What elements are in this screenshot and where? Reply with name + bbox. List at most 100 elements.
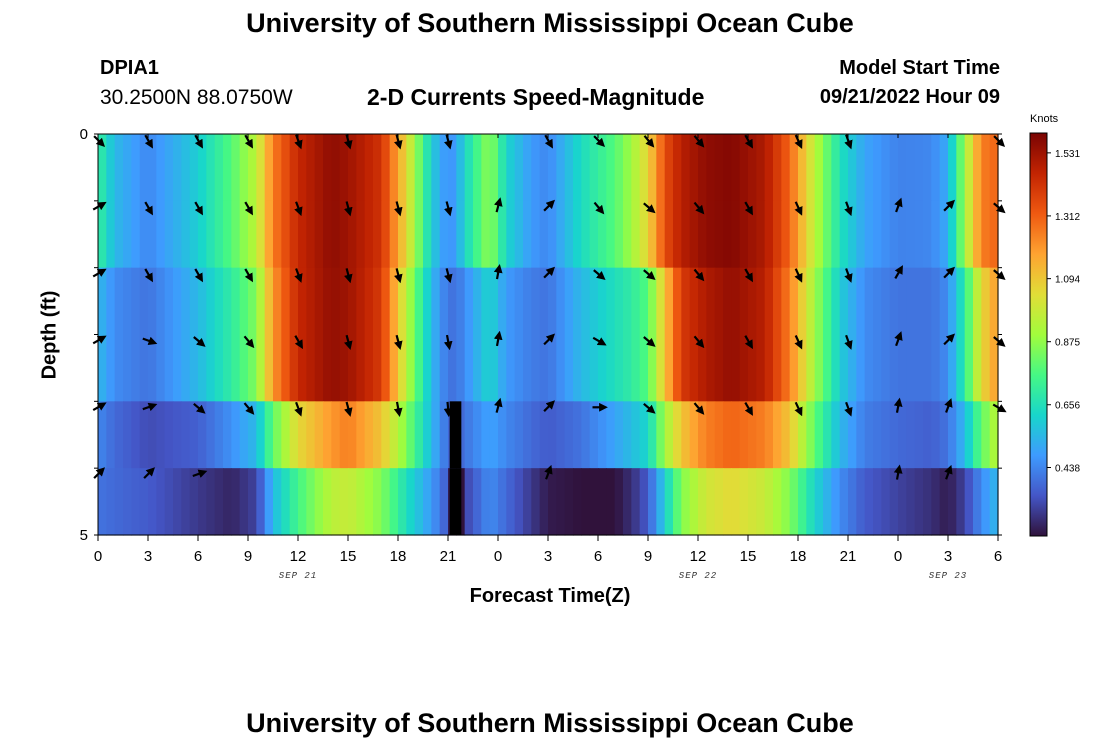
heatmap-cell <box>198 134 207 202</box>
heatmap-cell <box>473 267 482 336</box>
current-vector-arrow <box>944 464 953 480</box>
heatmap-cell <box>189 134 199 202</box>
heatmap-cell <box>956 134 966 202</box>
heatmap-cell <box>131 468 141 536</box>
heatmap-cell <box>548 401 557 469</box>
heatmap-cell <box>589 334 599 402</box>
heatmap-cell <box>798 468 807 536</box>
heatmap-cell <box>948 334 957 402</box>
heatmap-cell <box>881 468 891 536</box>
colorbar-tick-label: 0.656 <box>1055 401 1080 412</box>
heatmap-cell <box>531 468 541 536</box>
heatmap-cell <box>923 334 932 402</box>
chart-subtitle: 2-D Currents Speed-Magnitude <box>367 84 705 110</box>
current-vector-arrow <box>844 401 853 417</box>
heatmap-cell <box>331 334 341 402</box>
heatmap-cell <box>156 134 166 202</box>
heatmap-cell <box>839 468 849 536</box>
heatmap-cell <box>931 267 941 336</box>
current-vector-arrow <box>142 336 158 346</box>
x-tick-label: 3 <box>944 548 952 565</box>
heatmap-cell <box>556 401 566 469</box>
heatmap-cell <box>823 200 832 269</box>
heatmap-cell <box>598 200 607 269</box>
heatmap-cell <box>581 468 591 536</box>
current-vector-arrow <box>592 336 607 346</box>
heatmap-cell <box>248 267 257 336</box>
heatmap-cell <box>598 468 607 536</box>
date-label: SEP 23 <box>929 571 967 581</box>
heatmap-cell <box>889 334 899 402</box>
current-vector-arrow <box>744 268 754 283</box>
colorbar-tick-label: 0.875 <box>1055 338 1080 349</box>
heatmap-cell <box>423 334 432 402</box>
heatmap-cell <box>331 401 341 469</box>
heatmap-cell <box>564 134 574 202</box>
heatmap-cell <box>323 334 332 402</box>
heatmap-cell <box>864 401 874 469</box>
heatmap-cell <box>973 267 982 336</box>
heatmap-cell <box>248 401 257 469</box>
current-vector-arrow <box>593 201 605 215</box>
heatmap-cell <box>298 468 307 536</box>
heatmap-cell <box>198 334 207 402</box>
heatmap-cell <box>364 401 374 469</box>
heatmap-cell <box>556 267 566 336</box>
heatmap-cell <box>539 267 549 336</box>
heatmap-cell <box>473 401 482 469</box>
heatmap-cell <box>114 468 124 536</box>
heatmap-cell <box>548 267 557 336</box>
heatmap-cell <box>523 134 532 202</box>
heatmap-cell <box>648 468 657 536</box>
x-tick-label: 6 <box>194 548 202 565</box>
current-vector-arrow <box>344 201 353 217</box>
heatmap-cell <box>231 468 241 536</box>
heatmap-cell <box>398 468 407 536</box>
heatmap-cell <box>414 267 424 336</box>
heatmap-cell <box>123 134 132 202</box>
current-vector-arrow <box>643 135 655 148</box>
heatmap-cell <box>773 267 782 336</box>
heatmap-cell <box>464 200 474 269</box>
heatmap-cell <box>964 134 974 202</box>
heatmap-cell <box>931 200 941 269</box>
heatmap-cell <box>648 134 657 202</box>
heatmap-cell <box>398 401 407 469</box>
heatmap-cell <box>239 200 249 269</box>
heatmap-cell <box>581 200 591 269</box>
heatmap-cell <box>173 134 182 202</box>
heatmap-cell <box>331 267 341 336</box>
heatmap-cell <box>823 267 832 336</box>
current-vector-arrow <box>344 268 353 284</box>
x-tick-label: 6 <box>994 548 1002 565</box>
heatmap-cell <box>889 267 899 336</box>
heatmap-cell <box>831 200 841 269</box>
heatmap-cell <box>139 334 149 402</box>
current-vector-arrow <box>444 268 453 284</box>
heatmap-cell <box>273 334 282 402</box>
x-tick-label: 18 <box>790 548 807 565</box>
heatmap-cell <box>98 334 107 402</box>
current-vector-arrow <box>844 334 853 350</box>
heatmap-cell <box>689 200 699 269</box>
current-vector-arrow <box>144 268 154 283</box>
heatmap-cell <box>523 401 532 469</box>
heatmap-cell <box>964 468 974 536</box>
heatmap-cell <box>856 468 866 536</box>
colorbar <box>1029 132 1048 537</box>
heatmap-cell <box>414 334 424 402</box>
heatmap-cell <box>289 401 299 469</box>
x-tick-label: 12 <box>690 548 707 565</box>
heatmap-cell <box>856 200 866 269</box>
heatmap-cell <box>464 134 474 202</box>
heatmap-cell <box>523 468 532 536</box>
heatmap-cell <box>389 267 399 336</box>
heatmap-cell <box>539 401 549 469</box>
heatmap-cell <box>406 468 416 536</box>
current-vector-arrow <box>844 134 853 150</box>
heatmap-cell <box>431 134 441 202</box>
heatmap-cell <box>981 267 991 336</box>
heatmap-cell <box>564 334 574 402</box>
heatmap-cell <box>148 468 157 536</box>
heatmap-cell <box>248 200 257 269</box>
